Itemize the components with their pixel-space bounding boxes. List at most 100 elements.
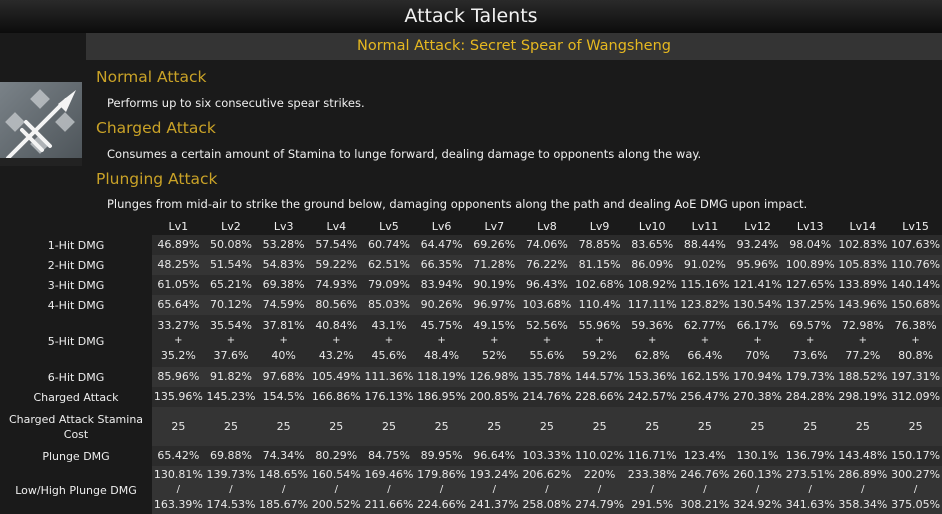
value-cell: 81.15%	[573, 255, 626, 275]
table-row: 4-Hit DMG 65.64% 70.12% 74.59% 80.56% 85.03% 9…	[0, 295, 942, 315]
value-cell: 103.33%	[520, 446, 574, 466]
value-cell: 83.94%	[415, 275, 468, 295]
value-line: 258.08%	[522, 498, 572, 511]
value-line: +	[648, 335, 657, 346]
value-line: 37.81%	[262, 319, 305, 332]
value-line: 291.5%	[631, 498, 674, 511]
value-cell: 96.64%	[467, 446, 521, 466]
value-cell: 97.68%	[257, 367, 310, 387]
value-line: 66.17%	[736, 319, 779, 332]
value-line: 300.27%	[891, 468, 941, 481]
value-cell: 214.76%	[520, 387, 574, 407]
value-line: 274.79%	[575, 498, 625, 511]
value-cell: 78.85%	[573, 235, 626, 255]
value-cell: 89.95%	[415, 446, 468, 466]
value-cell: 206.62% / 258.08%	[520, 466, 574, 514]
value-cell: 69.38%	[257, 275, 310, 295]
value-line: 185.67%	[259, 498, 309, 511]
value-line: 45.75%	[420, 319, 463, 332]
value-cell: 50.08%	[204, 235, 258, 255]
value-line: /	[492, 484, 496, 495]
value-cell: 85.96%	[152, 367, 205, 387]
value-line: +	[332, 335, 341, 346]
value-cell: 25	[467, 407, 521, 446]
value-cell: 88.44%	[678, 235, 732, 255]
table-row: Plunge DMG 65.42% 69.88% 74.34% 80.29% 84.75%…	[0, 446, 942, 466]
value-line: +	[437, 335, 446, 346]
value-cell: 80.29%	[309, 446, 363, 466]
value-line: 66.4%	[687, 349, 723, 362]
talent-scaling-table: Lv1 Lv2 Lv3 Lv4 Lv5 Lv6 Lv7 Lv8 Lv9 Lv10 Lv11 Lv12 L…	[0, 217, 942, 514]
value-cell: 25	[257, 407, 310, 446]
value-cell: 127.65%	[783, 275, 837, 295]
row-label: Charged Attack	[0, 387, 152, 407]
value-cell: 51.54%	[204, 255, 258, 275]
value-cell: 116.71%	[625, 446, 679, 466]
value-cell: 193.24% / 241.37%	[467, 466, 521, 514]
value-cell: 37.81% +40%	[257, 315, 310, 367]
value-cell: 76.22%	[520, 255, 574, 275]
value-cell: 144.57%	[573, 367, 626, 387]
value-cell: 79.09%	[362, 275, 416, 295]
value-line: 179.86%	[417, 468, 467, 481]
value-cell: 256.47%	[678, 387, 732, 407]
value-line: 37.6%	[213, 349, 249, 362]
value-line: 286.89%	[838, 468, 888, 481]
value-line: 43.1%	[371, 319, 407, 332]
value-line: /	[176, 484, 181, 495]
value-line: 358.34%	[838, 498, 888, 511]
value-cell: 59.36% +62.8%	[625, 315, 679, 367]
value-cell: 270.38%	[731, 387, 784, 407]
value-cell: 25	[204, 407, 258, 446]
value-line: 224.66%	[417, 498, 467, 511]
value-cell: 135.78%	[520, 367, 574, 387]
value-cell: 62.51%	[362, 255, 416, 275]
value-cell: 35.54% +37.6%	[204, 315, 258, 367]
value-cell: 45.75% +48.4%	[415, 315, 468, 367]
value-line: 80.8%	[898, 349, 934, 362]
value-line: /	[387, 484, 391, 495]
value-line: 206.62%	[522, 468, 572, 481]
value-line: 139.73%	[206, 468, 256, 481]
value-line: 33.27%	[157, 319, 200, 332]
value-line: 40.84%	[315, 319, 358, 332]
value-cell: 105.49%	[309, 367, 363, 387]
value-cell: 135.96%	[152, 387, 205, 407]
value-cell: 70.12%	[204, 295, 258, 315]
value-line: 130.81%	[153, 468, 203, 481]
value-cell: 115.16%	[678, 275, 732, 295]
value-cell: 123.82%	[678, 295, 732, 315]
value-cell: 102.68%	[573, 275, 626, 295]
value-cell: 162.15%	[678, 367, 732, 387]
value-line: +	[911, 335, 920, 346]
value-cell: 143.48%	[836, 446, 890, 466]
value-cell: 179.73%	[783, 367, 837, 387]
value-line: 77.2%	[845, 349, 881, 362]
value-cell: 179.86% / 224.66%	[415, 466, 468, 514]
value-cell: 130.81% / 163.39%	[152, 466, 205, 514]
value-cell: 91.02%	[678, 255, 732, 275]
value-cell: 25	[362, 407, 416, 446]
section-text-charged-attack: Consumes a certain amount of Stamina to …	[107, 147, 702, 161]
value-line: /	[229, 484, 233, 495]
level-header: Lv9	[589, 219, 610, 233]
value-cell: 312.09%	[889, 387, 942, 407]
value-cell: 98.04%	[783, 235, 837, 255]
value-cell: 53.28%	[257, 235, 310, 255]
value-cell: 169.46% / 211.66%	[362, 466, 416, 514]
value-cell: 284.28%	[783, 387, 837, 407]
value-cell: 110.4%	[573, 295, 626, 315]
value-cell: 140.14%	[889, 275, 942, 295]
level-header: Lv8	[537, 219, 557, 233]
value-line: 324.92%	[733, 498, 783, 511]
value-line: /	[597, 484, 602, 495]
row-label: Charged Attack Stamina Cost	[0, 407, 152, 446]
section-heading-charged-attack: Charged Attack	[96, 119, 216, 137]
value-line: 169.46%	[364, 468, 414, 481]
value-cell: 96.43%	[520, 275, 574, 295]
value-line: 49.15%	[473, 319, 516, 332]
value-line: 163.39%	[153, 498, 203, 511]
value-cell: 130.1%	[731, 446, 784, 466]
value-cell: 286.89% / 358.34%	[836, 466, 890, 514]
value-cell: 298.19%	[836, 387, 890, 407]
